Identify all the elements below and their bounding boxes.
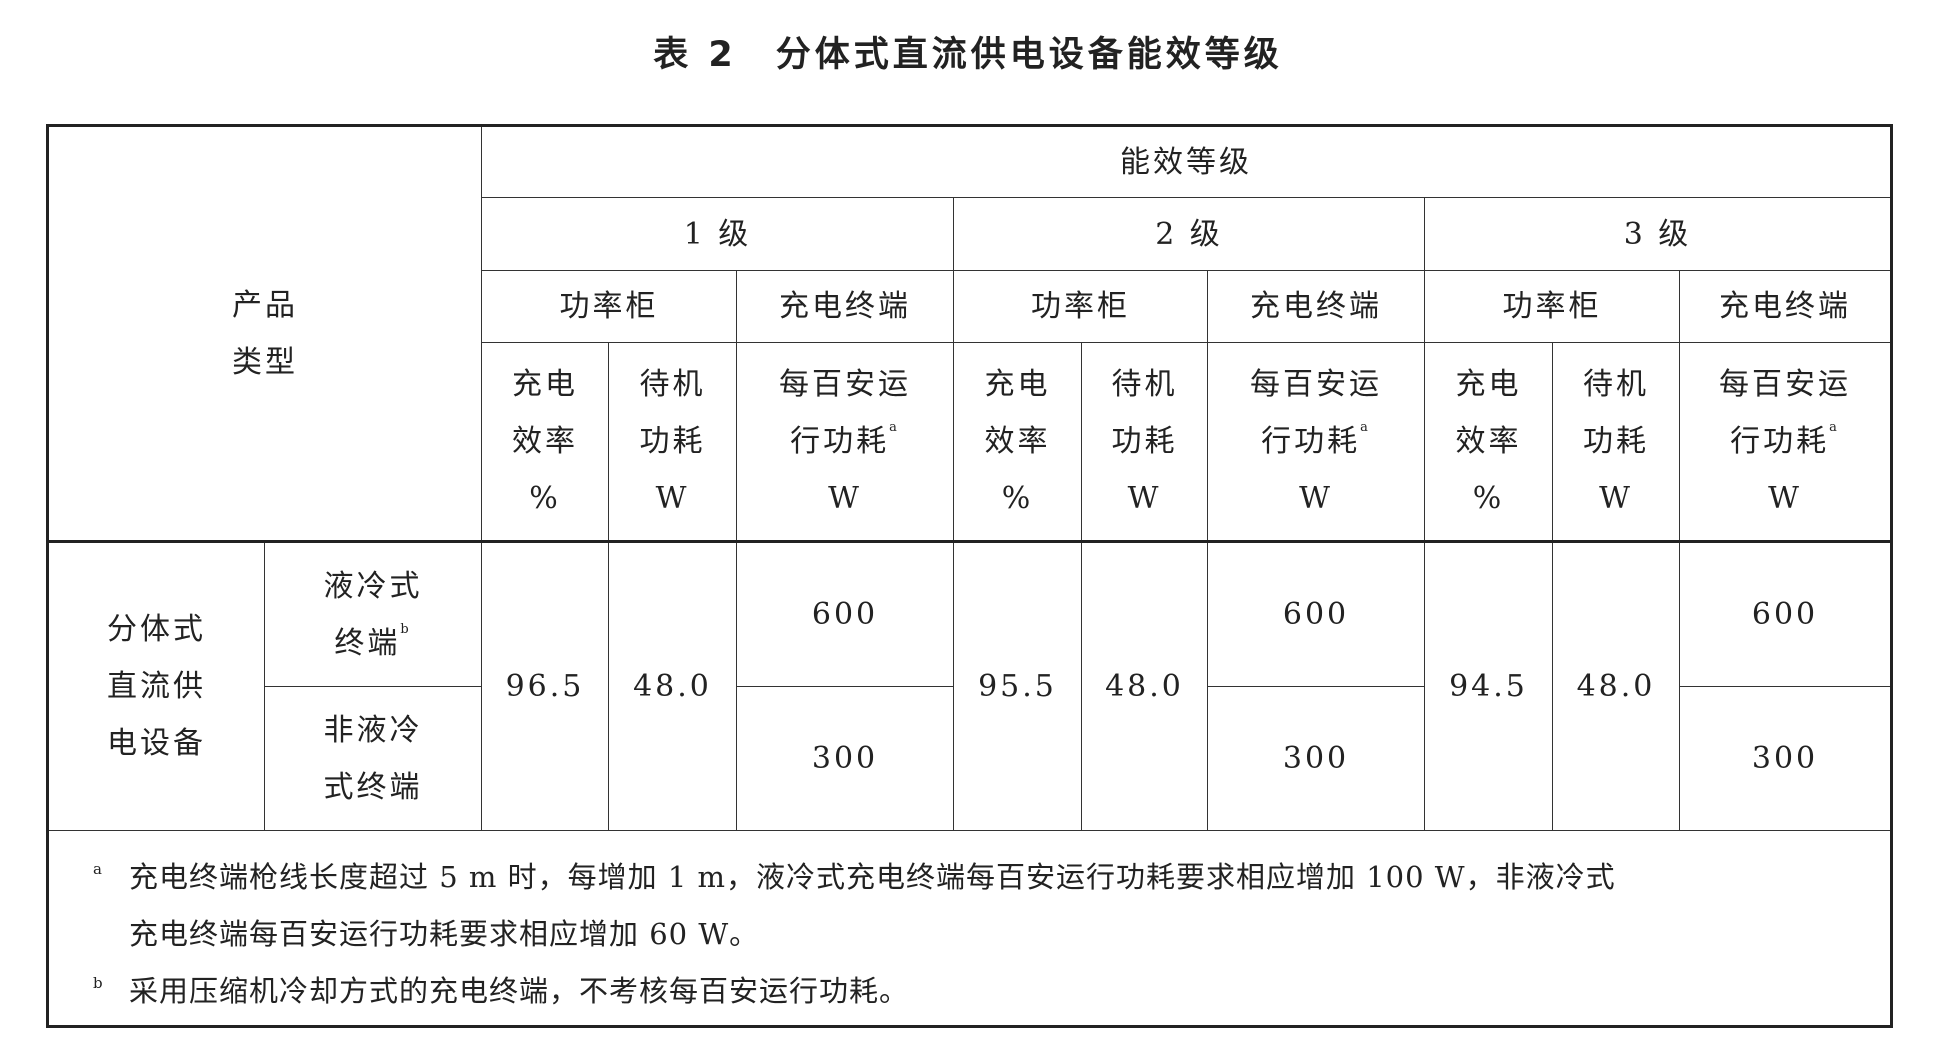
grade-2-header: 2 级 <box>953 197 1425 271</box>
charging-terminal-header: 充电终端 <box>736 270 954 343</box>
per-100a-power-header: 每百安运 行功耗a W <box>1679 342 1892 543</box>
power-cabinet-header: 功率柜 <box>481 270 737 343</box>
table-title: 表 2 分体式直流供电设备能效等级 <box>653 35 1283 75</box>
charging-efficiency-header: 充电 效率% <box>953 342 1082 543</box>
charging-efficiency-header: 充电 效率% <box>481 342 609 543</box>
non-liquid-cooled-label: 非液冷 式终端 <box>264 686 482 831</box>
liquid-power-value: 600 <box>1207 541 1425 687</box>
category-cell: 分体式 直流供 电设备 <box>47 541 265 831</box>
standby-power-header: 待机 功耗 W <box>1552 342 1680 543</box>
charging-terminal-header: 充电终端 <box>1679 270 1892 343</box>
non-liquid-power-value: 300 <box>736 686 954 831</box>
efficiency-grade-header: 能效等级 <box>481 125 1892 198</box>
charging-efficiency-header: 充电 效率% <box>1424 342 1553 543</box>
liquid-cooled-label: 液冷式 终端b <box>264 541 482 687</box>
non-liquid-power-value: 300 <box>1679 686 1892 831</box>
efficiency-value: 95.5 <box>953 541 1082 831</box>
efficiency-value: 94.5 <box>1424 541 1553 831</box>
efficiency-value: 96.5 <box>481 541 609 831</box>
non-liquid-power-value: 300 <box>1207 686 1425 831</box>
charging-terminal-header: 充电终端 <box>1207 270 1425 343</box>
standby-value: 48.0 <box>1552 541 1680 831</box>
standby-power-header: 待机 功耗 W <box>608 342 737 543</box>
footnote-a: a 充电终端枪线长度超过 5 m 时，每增加 1 m，液冷式充电终端每百安运行功耗… <box>93 860 1616 951</box>
per-100a-power-header: 每百安运 行功耗a W <box>736 342 954 543</box>
energy-efficiency-table: 产品 类型 能效等级 1 级 2 级 3 级 功率柜 充电终端 功率柜 充电终端 功率… <box>46 124 1893 1028</box>
footnotes: a 充电终端枪线长度超过 5 m 时，每增加 1 m，液冷式充电终端每百安运行功耗… <box>47 830 1892 1027</box>
power-cabinet-header: 功率柜 <box>953 270 1208 343</box>
grade-1-header: 1 级 <box>481 197 954 271</box>
product-type-header: 产品 类型 <box>47 125 482 543</box>
power-cabinet-header: 功率柜 <box>1424 270 1680 343</box>
per-100a-power-header: 每百安运 行功耗a W <box>1207 342 1425 543</box>
standby-value: 48.0 <box>608 541 737 831</box>
standby-power-header: 待机 功耗 W <box>1081 342 1208 543</box>
liquid-power-value: 600 <box>1679 541 1892 687</box>
footnote-b: b 采用压缩机冷却方式的充电终端，不考核每百安运行功耗。 <box>93 974 910 1008</box>
liquid-power-value: 600 <box>736 541 954 687</box>
grade-3-header: 3 级 <box>1424 197 1892 271</box>
standby-value: 48.0 <box>1081 541 1208 831</box>
